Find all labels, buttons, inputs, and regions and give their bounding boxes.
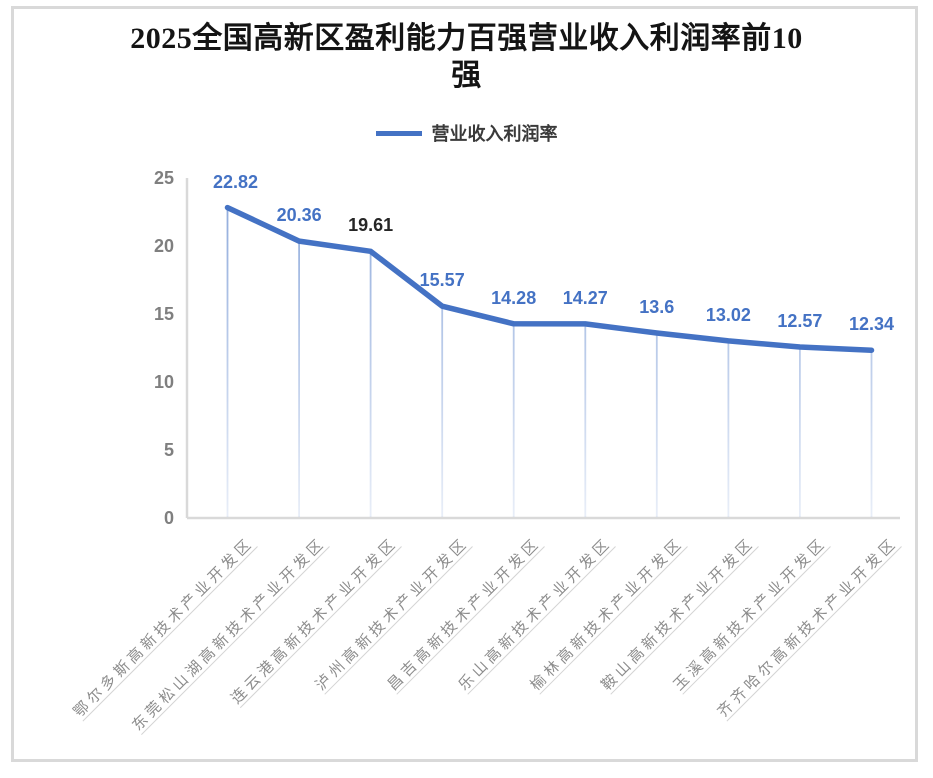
value-label: 12.34 bbox=[848, 314, 895, 335]
value-label: 20.36 bbox=[276, 205, 322, 226]
y-tick-label: 5 bbox=[163, 440, 174, 460]
legend-line-marker bbox=[375, 130, 422, 136]
value-label: 13.6 bbox=[639, 297, 675, 317]
y-tick-label: 10 bbox=[153, 372, 174, 392]
legend: 营业收入利润率 bbox=[0, 120, 933, 146]
chart-title-line: 2025全国高新区盈利能力百强营业收入利润率前10 bbox=[130, 22, 803, 55]
value-label: 13.02 bbox=[705, 304, 751, 325]
y-tick-label: 15 bbox=[153, 304, 174, 324]
legend-label: 营业收入利润率 bbox=[431, 124, 558, 144]
chart-title: 2025全国高新区盈利能力百强营业收入利润率前10 强 bbox=[0, 20, 933, 94]
value-label: 22.82 bbox=[212, 171, 259, 192]
y-tick-label: 0 bbox=[163, 508, 174, 528]
series-line bbox=[224, 204, 875, 353]
y-tick-label: 20 bbox=[153, 236, 174, 256]
value-label: 12.57 bbox=[777, 311, 823, 331]
value-label: 15.57 bbox=[419, 270, 465, 291]
value-label: 14.27 bbox=[562, 287, 608, 308]
value-label: 19.61 bbox=[348, 215, 394, 236]
y-tick-label: 25 bbox=[153, 168, 174, 188]
chart-frame-border bbox=[11, 6, 918, 762]
chart-title-line: 强 bbox=[451, 59, 482, 92]
value-label: 14.28 bbox=[491, 287, 537, 308]
